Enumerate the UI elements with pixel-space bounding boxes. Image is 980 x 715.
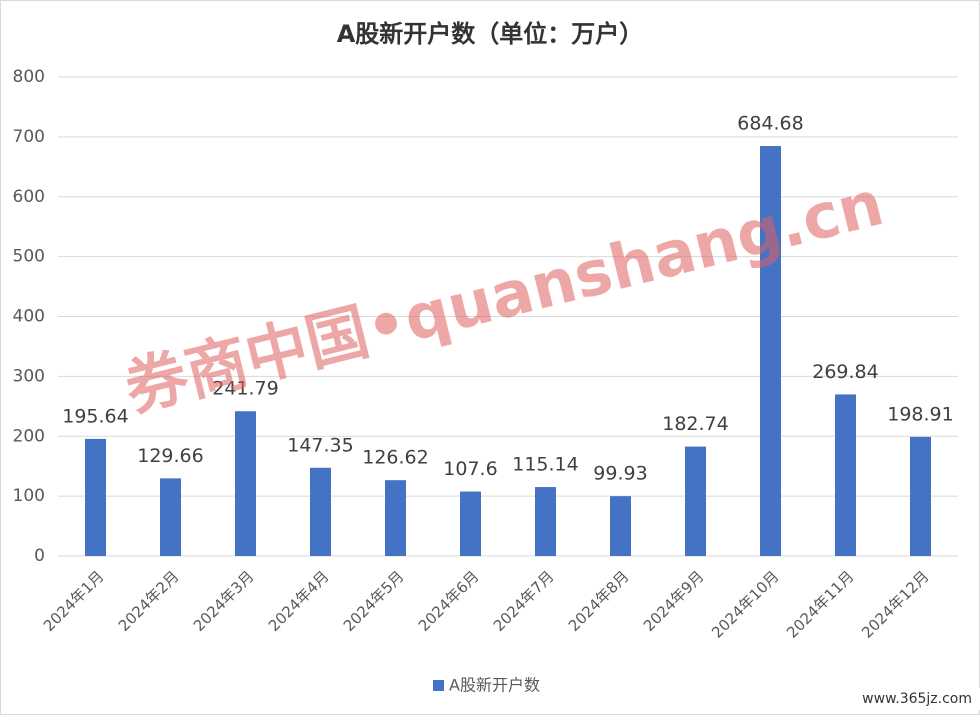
value-label: 684.68 <box>737 113 803 135</box>
bar <box>310 467 331 556</box>
value-label: 129.66 <box>137 445 203 467</box>
source-bg <box>848 688 980 710</box>
value-label: 99.93 <box>593 463 647 485</box>
y-tick-label: 200 <box>13 426 45 446</box>
value-label: 107.6 <box>443 458 497 480</box>
value-label: 182.74 <box>662 413 728 435</box>
y-tick-label: 800 <box>13 67 45 87</box>
value-label: 198.91 <box>887 403 953 425</box>
value-label: 269.84 <box>812 361 878 383</box>
y-tick-label: 100 <box>13 486 45 506</box>
y-tick-label: 600 <box>13 187 45 207</box>
bar <box>835 394 856 556</box>
bar <box>385 480 406 556</box>
bar <box>160 478 181 556</box>
bar <box>85 438 106 556</box>
legend-label: A股新开户数 <box>449 676 540 695</box>
y-tick-label: 700 <box>13 127 45 147</box>
y-tick-label: 300 <box>13 366 45 386</box>
y-tick-label: 400 <box>13 307 45 327</box>
bar <box>235 411 256 556</box>
y-tick-label: 500 <box>13 247 45 267</box>
value-label: 115.14 <box>512 454 578 476</box>
bar <box>760 146 781 556</box>
value-label: 195.64 <box>62 405 128 427</box>
bar <box>610 496 631 556</box>
bar <box>685 446 706 556</box>
bar <box>910 436 931 556</box>
value-label: 241.79 <box>212 378 278 400</box>
bar <box>535 487 556 556</box>
legend-swatch <box>433 680 444 691</box>
value-label: 147.35 <box>287 434 353 456</box>
bar <box>460 491 481 556</box>
chart-title: A股新开户数（单位：万户） <box>337 20 644 48</box>
value-label: 126.62 <box>362 447 428 469</box>
source: www.365jz.com <box>862 691 972 707</box>
y-tick-label: 0 <box>34 546 45 566</box>
